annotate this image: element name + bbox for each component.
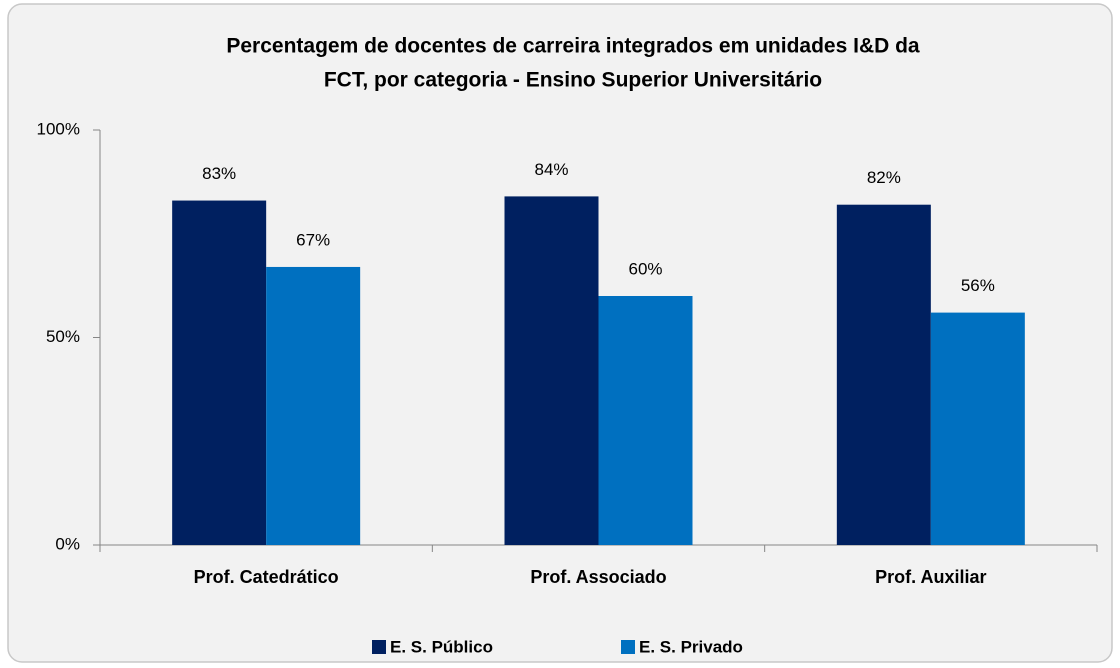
x-tick-label: Prof. Auxiliar bbox=[875, 567, 986, 587]
data-label: 84% bbox=[534, 160, 568, 179]
bar bbox=[504, 196, 599, 545]
bar bbox=[598, 296, 693, 545]
legend-label: E. S. Público bbox=[390, 637, 493, 656]
y-tick-label: 0% bbox=[55, 534, 80, 553]
data-label: 83% bbox=[202, 164, 236, 183]
legend-swatch bbox=[621, 640, 635, 654]
legend-swatch bbox=[372, 640, 386, 654]
bar bbox=[172, 200, 267, 546]
x-tick-label: Prof. Catedrático bbox=[194, 567, 339, 587]
chart-title: Percentagem de docentes de carreira inte… bbox=[226, 35, 920, 58]
data-label: 82% bbox=[867, 168, 901, 187]
bar bbox=[836, 204, 931, 545]
data-label: 56% bbox=[961, 276, 995, 295]
y-tick-label: 100% bbox=[37, 119, 80, 138]
y-tick-label: 50% bbox=[46, 327, 80, 346]
chart-title: FCT, por categoria - Ensino Superior Uni… bbox=[324, 69, 822, 92]
legend-label: E. S. Privado bbox=[639, 637, 743, 656]
bar bbox=[266, 266, 361, 545]
x-tick-label: Prof. Associado bbox=[530, 567, 666, 587]
data-label: 67% bbox=[296, 230, 330, 249]
data-label: 60% bbox=[628, 259, 662, 278]
bar bbox=[930, 312, 1025, 545]
